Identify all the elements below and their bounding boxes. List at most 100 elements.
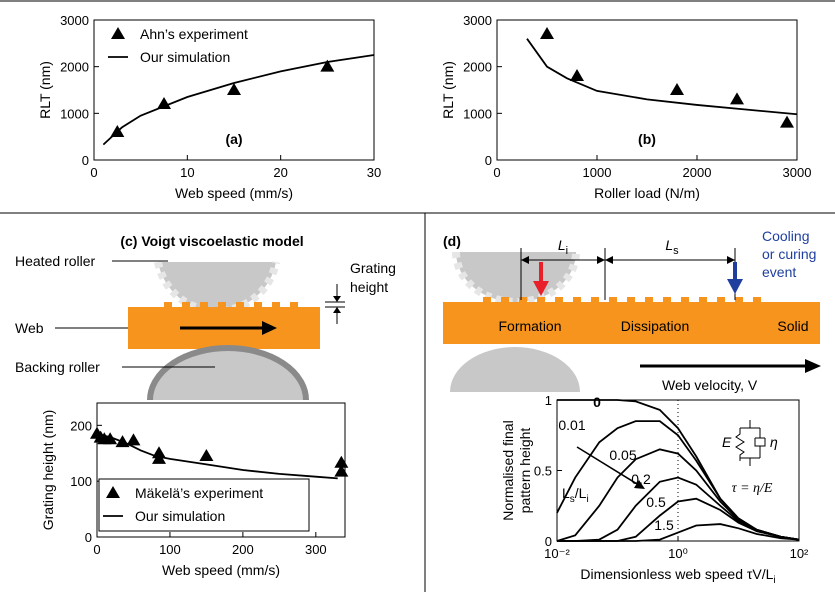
heated-roller [456, 252, 576, 302]
x-tick-label: 0 [93, 542, 100, 557]
x-axis-label: Dimensionless web speed τV/Li [580, 566, 775, 586]
x-tick-label: 2000 [683, 165, 712, 180]
backing-roller [150, 348, 306, 400]
legend-label: Our simulation [140, 49, 230, 65]
label: Heated roller [15, 253, 95, 269]
plot-frame [556, 399, 800, 542]
grating [128, 302, 298, 307]
arrow-head [521, 256, 529, 264]
arrow-head [333, 296, 341, 302]
legend-symbol [106, 486, 120, 498]
y-tick-label: 3000 [463, 13, 492, 28]
plot-frame [93, 19, 375, 161]
text-part: i [566, 245, 568, 257]
legend-symbol [111, 27, 125, 39]
data-point [199, 449, 214, 462]
y-tick-label: 200 [70, 418, 92, 433]
y-axis-label: pattern height [517, 428, 533, 514]
inset-label: η [770, 434, 778, 450]
label: Grating [350, 260, 396, 276]
zone-label: Dissipation [621, 318, 689, 334]
panel-title: (c) Voigt viscoelastic model [120, 233, 303, 249]
inset-spring [735, 420, 766, 466]
y-tick-label: 0 [545, 534, 552, 549]
zone-label: Formation [498, 318, 561, 334]
x-axis-label: Web speed (mm/s) [162, 562, 280, 578]
y-tick-label: 0 [85, 530, 92, 545]
x-tick-label: 10⁰ [668, 546, 688, 561]
y-axis-label: Grating height (nm) [40, 410, 56, 531]
data-point [730, 92, 744, 105]
text-part: L [665, 237, 673, 253]
panel-label: (d) [443, 233, 461, 249]
x-axis-label: Roller load (N/m) [594, 185, 700, 201]
y-tick-label: 0.5 [534, 464, 552, 479]
arrow-head [634, 480, 645, 489]
data-point [157, 97, 171, 109]
curve-label: 0.01 [558, 417, 585, 433]
curve-label: 0.5 [646, 494, 666, 510]
data-point [670, 83, 684, 95]
legend-label: Our simulation [135, 508, 225, 524]
data-line [96, 432, 338, 480]
x-tick-label: 0 [90, 165, 97, 180]
plot-frame [96, 402, 346, 538]
data-point [540, 27, 554, 39]
text-part: i [773, 575, 775, 586]
event-label: event [762, 264, 796, 280]
grating [443, 297, 761, 302]
velocity-label: Web velocity, V [662, 377, 758, 393]
text-part: /L [575, 485, 587, 501]
curve-label: 1.5 [654, 517, 674, 533]
x-tick-label: 30 [367, 165, 381, 180]
x-tick-label: 1000 [583, 165, 612, 180]
y-tick-label: 2000 [60, 60, 89, 75]
x-tick-label: 10⁻² [544, 546, 570, 561]
legend-frame [98, 478, 310, 532]
text-part: s [570, 494, 575, 505]
y-axis-label: RLT (nm) [37, 61, 53, 119]
backing-roller-rim [147, 345, 309, 401]
data-line [102, 54, 375, 146]
label: height [350, 279, 388, 295]
text-part: L [558, 237, 566, 253]
y-tick-label: 1000 [60, 106, 89, 121]
roller-teeth [452, 251, 580, 306]
roller-teeth [154, 261, 280, 316]
arrow-head [727, 256, 735, 264]
y-axis-label: RLT (nm) [440, 61, 456, 119]
length-label: Li [558, 237, 568, 257]
plot-frame [496, 19, 798, 161]
x-tick-label: 0 [493, 165, 500, 180]
panel-label: (b) [638, 131, 656, 147]
label: Backing roller [15, 359, 100, 375]
data-point [780, 115, 794, 128]
x-tick-label: 3000 [783, 165, 812, 180]
text-part: s [673, 245, 679, 257]
data-point [103, 432, 118, 445]
length-label: Ls [665, 237, 679, 257]
legend-label: Ahn’s experiment [140, 26, 248, 42]
arrow-head [262, 321, 277, 335]
arrow-head [605, 256, 613, 264]
data-point [227, 83, 241, 95]
data-line [526, 38, 798, 116]
data-point [126, 433, 141, 446]
data-line [556, 448, 800, 542]
data-line [557, 523, 800, 542]
panel-label: (a) [225, 131, 242, 147]
x-tick-label: 20 [273, 165, 287, 180]
y-tick-label: 3000 [60, 13, 89, 28]
y-tick-label: 0 [485, 153, 492, 168]
y-axis-label: Normalised final [500, 420, 516, 520]
y-tick-label: 1000 [463, 106, 492, 121]
data-point [570, 69, 584, 81]
arrow-head [727, 279, 743, 294]
text-part: L [562, 485, 570, 501]
data-point [152, 451, 166, 464]
x-tick-label: 10 [180, 165, 194, 180]
y-tick-label: 1 [545, 393, 552, 408]
arrow-head [333, 307, 341, 313]
text-part: i [586, 494, 588, 505]
